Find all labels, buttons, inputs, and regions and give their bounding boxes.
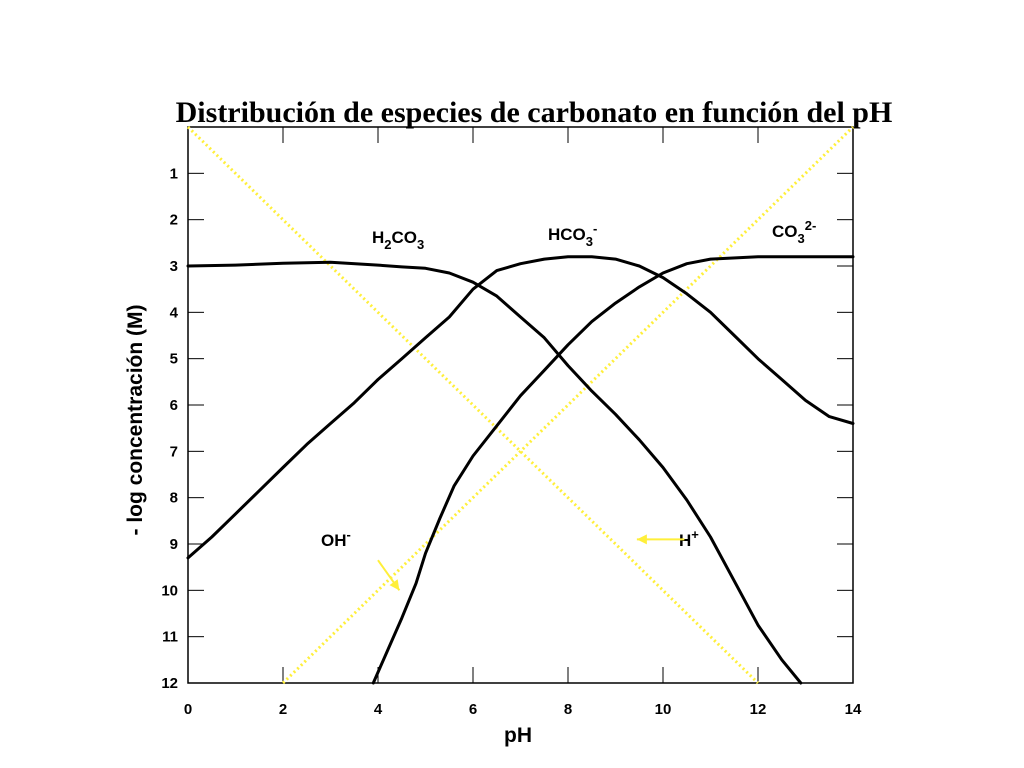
y-tick-label-2: 2 [170, 212, 178, 229]
y-axis-label: - log concentración (M) [124, 305, 147, 536]
x-tick-label-6: 6 [469, 701, 477, 718]
curve-h2co3 [186, 260, 803, 685]
curve-co3-2 [371, 255, 855, 685]
label-oh: OH- [321, 527, 351, 550]
label-h2co3: H2CO3 [372, 228, 424, 252]
x-tick-label-2: 2 [279, 701, 287, 718]
y-tick-label-7: 7 [170, 443, 178, 460]
label-co3-2: CO32- [772, 218, 816, 246]
label-h: H+ [679, 527, 699, 550]
arrowhead-oh [389, 579, 400, 591]
y-tick-label-11: 11 [162, 629, 178, 646]
y-tick-label-9: 9 [170, 536, 178, 553]
y-tick-label-3: 3 [170, 258, 178, 275]
x-tick-label-14: 14 [845, 701, 862, 718]
chart-title: Distribución de especies de carbonato en… [176, 96, 893, 129]
species-labels: H2CO3 HCO3- CO32- H+ OH- [321, 218, 816, 550]
x-tick-label-4: 4 [374, 701, 383, 718]
x-tick-label-12: 12 [750, 701, 767, 718]
plot-frame [187, 126, 854, 684]
y-tick-label-12: 12 [161, 675, 178, 692]
curve-hco3 [186, 255, 855, 560]
species-curves [186, 255, 855, 685]
y-tick-label-8: 8 [170, 490, 178, 507]
water-lines [186, 125, 855, 685]
y-tick-label-6: 6 [170, 397, 178, 414]
x-tick-label-10: 10 [655, 701, 672, 718]
y-tick-label-5: 5 [170, 351, 178, 368]
x-tick-label-0: 0 [184, 701, 192, 718]
y-tick-label-1: 1 [170, 165, 178, 182]
y-tick-label-4: 4 [170, 304, 179, 321]
x-tick-label-8: 8 [564, 701, 572, 718]
line-oh [281, 125, 855, 685]
x-axis-label: pH [504, 724, 532, 747]
label-hco3: HCO3- [548, 221, 597, 249]
annotation-arrows [377, 534, 685, 591]
y-tick-label-10: 10 [161, 582, 178, 599]
line-h [186, 125, 760, 685]
arrowhead-h [636, 534, 647, 545]
tick-marks [187, 127, 854, 684]
